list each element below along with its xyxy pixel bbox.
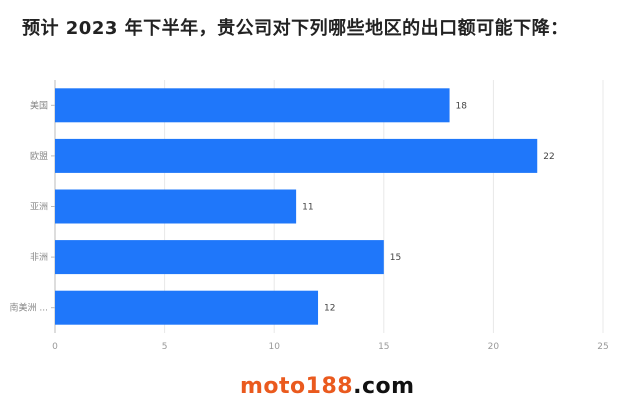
x-tick-label: 20 [488, 342, 500, 352]
x-tick-label: 0 [52, 342, 58, 352]
watermark-part2: .com [353, 374, 415, 399]
x-tick-label: 25 [597, 342, 608, 352]
data-label: 12 [324, 304, 335, 314]
watermark-part1: moto188 [240, 374, 354, 399]
x-tick-label: 5 [162, 342, 168, 352]
bar [55, 88, 450, 123]
x-tick-label: 15 [378, 342, 389, 352]
bar [55, 189, 297, 224]
chart-title: 预计 2023 年下半年，贵公司对下列哪些地区的出口额可能下降： [22, 18, 569, 39]
y-tick-label: 欧盟 [30, 150, 48, 162]
data-label: 18 [456, 101, 468, 111]
y-tick-label: 亚洲 [30, 202, 48, 213]
data-label: 15 [390, 253, 401, 263]
watermark: moto188.com [240, 374, 415, 399]
bar [55, 290, 319, 325]
data-label: 22 [543, 152, 554, 162]
bar [55, 138, 538, 173]
x-tick-label: 10 [268, 342, 280, 352]
y-tick-label: 非洲 [30, 251, 48, 263]
y-tick-label: 美国 [30, 99, 48, 111]
data-label: 11 [302, 203, 313, 213]
y-tick-label: 南美洲 ... [10, 302, 48, 314]
bar [55, 240, 384, 275]
